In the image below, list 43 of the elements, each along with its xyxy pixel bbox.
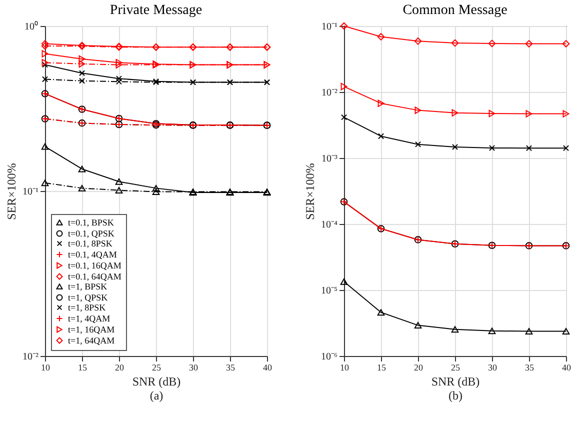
legend-label: t=0.1, QPSK	[68, 228, 115, 238]
legend-label: t=0.1, 16QAM	[68, 260, 122, 270]
x-tick-label: 35	[226, 362, 236, 372]
x-tick-label: 10	[41, 362, 50, 372]
x-tick-label: 30	[189, 362, 198, 372]
x-tick-label: 40	[263, 362, 272, 372]
x-axis-title: SNR (dB)	[431, 374, 480, 388]
y-tick-label: 10⁰	[24, 20, 38, 32]
y-tick-label: 10⁻¹	[22, 186, 38, 198]
chart-title: Private Message	[110, 3, 202, 18]
x-tick-label: 40	[562, 362, 572, 372]
x-tick-label: 25	[152, 362, 162, 372]
x-tick-label: 15	[78, 362, 88, 372]
y-tick-label: 10⁻⁶	[321, 352, 338, 362]
x-tick-label: 10	[340, 362, 350, 372]
chart-title: Common Message	[402, 2, 508, 18]
y-tick-label: 10⁻²	[322, 88, 338, 98]
x-tick-label: 15	[377, 362, 386, 372]
y-tick-label: 10⁻¹	[322, 22, 338, 32]
y-tick-label: 10⁻²	[22, 352, 38, 362]
legend-label: t=1, BPSK	[68, 282, 108, 292]
legend-label: t=1, QPSK	[68, 292, 108, 302]
legend-label: t=0.1, 64QAM	[68, 272, 122, 282]
y-axis-title: SER×100%	[4, 163, 18, 220]
legend-label: t=1, 64QAM	[68, 336, 115, 346]
legend-label: t=1, 16QAM	[68, 324, 115, 334]
legend-label: t=1, 4QAM	[68, 314, 110, 324]
y-tick-label: 10⁻⁵	[321, 286, 338, 296]
text: (a)	[150, 388, 164, 402]
y-tick-label: 10⁻⁴	[321, 220, 338, 230]
x-tick-label: 20	[115, 362, 124, 372]
x-axis-title: SNR (dB)	[132, 374, 181, 388]
text: (b)	[448, 388, 462, 402]
legend-label: t=0.1, 8PSK	[68, 238, 113, 248]
legend-label: t=0.1, 4QAM	[68, 250, 117, 260]
legend-label: t=0.1, BPSK	[68, 218, 114, 228]
x-tick-label: 20	[414, 362, 424, 372]
x-tick-label: 25	[451, 362, 460, 372]
y-tick-label: 10⁻³	[322, 154, 338, 164]
legend-label: t=1, 8PSK	[68, 302, 106, 312]
x-tick-label: 35	[525, 362, 534, 372]
y-axis-title: SER×100%	[303, 163, 318, 220]
x-tick-label: 30	[488, 362, 498, 372]
